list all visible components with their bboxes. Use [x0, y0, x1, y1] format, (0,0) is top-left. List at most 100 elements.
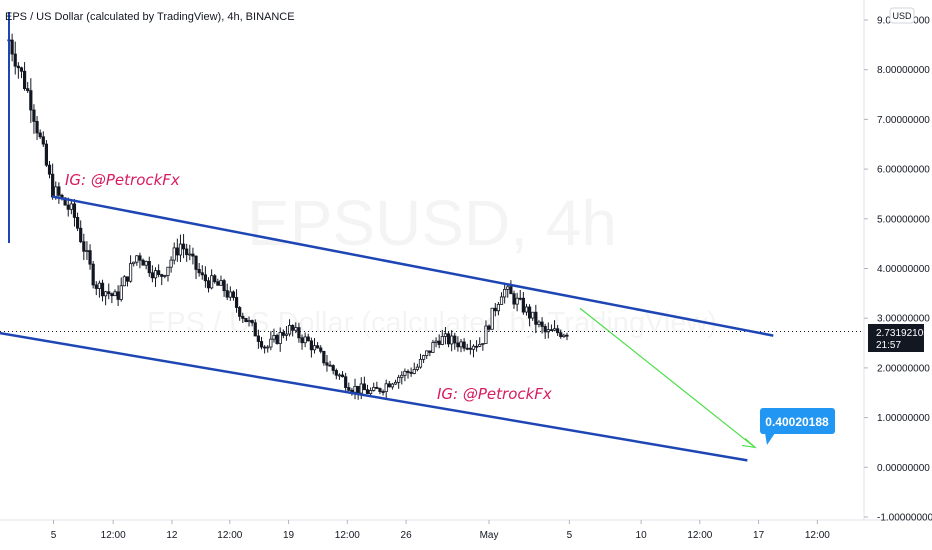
candle-body — [565, 334, 569, 337]
candle-body — [234, 297, 239, 308]
candle-body — [256, 335, 260, 342]
candle-body — [459, 341, 463, 348]
candle-body — [322, 350, 326, 364]
candle-body — [446, 333, 451, 345]
candle-body — [490, 307, 494, 330]
candle-body — [238, 307, 242, 317]
price-tick-label: 4.00000000 — [877, 264, 930, 275]
candle-body — [113, 291, 117, 297]
candle-body — [503, 288, 507, 298]
candle-body — [387, 383, 391, 388]
candle-body — [537, 321, 541, 325]
candle-body — [484, 325, 488, 344]
candle-body — [471, 345, 476, 350]
currency-badge[interactable]: USD — [889, 7, 915, 24]
candle-body — [309, 340, 313, 351]
time-tick-label: 12 — [166, 530, 178, 541]
candle-body — [213, 275, 217, 283]
candle-body — [228, 291, 232, 298]
price-tick-label: 8.00000000 — [877, 65, 930, 76]
candle-body — [100, 282, 105, 297]
candle-body — [397, 376, 401, 383]
candle-body — [400, 374, 404, 378]
candle-body — [493, 307, 497, 312]
price-axis[interactable]: 9.000000008.000000007.000000006.00000000… — [864, 16, 932, 524]
candle-body — [141, 259, 145, 266]
time-tick-label: May — [480, 530, 499, 541]
candle-body — [203, 274, 207, 282]
candle-body — [85, 250, 89, 253]
candle-body — [110, 293, 114, 297]
target-price-box — [760, 408, 835, 434]
candle-body — [499, 296, 504, 305]
candle-body — [434, 340, 438, 343]
candle-body — [552, 328, 557, 331]
candle-body — [191, 253, 195, 257]
candle-body — [334, 370, 338, 376]
candle-body — [66, 204, 70, 210]
candle-body — [275, 335, 279, 344]
candle-body — [328, 364, 332, 367]
time-tick-label: 10 — [636, 530, 648, 541]
candle-body — [512, 293, 516, 305]
candle-body — [272, 335, 276, 340]
projection-arrowhead — [741, 437, 757, 449]
candle-body — [281, 332, 285, 336]
candle-body — [147, 261, 151, 274]
candle-body — [415, 366, 419, 370]
candle-body — [144, 261, 148, 266]
candle-body — [303, 336, 307, 344]
candle-body — [337, 374, 342, 377]
candle-body — [82, 241, 86, 252]
target-price-pointer — [765, 433, 775, 445]
candle-body — [297, 327, 301, 339]
candle-body — [462, 341, 466, 349]
candle-body — [556, 328, 560, 334]
candle-body — [119, 285, 123, 300]
candle-body — [468, 347, 472, 350]
candle-body — [418, 358, 423, 368]
candle-body — [527, 306, 532, 319]
time-tick-label: 12:00 — [335, 530, 360, 541]
candle-body — [160, 274, 164, 277]
candle-body — [79, 227, 83, 243]
candle-body — [559, 332, 563, 338]
candle-body — [356, 385, 360, 394]
candle-body — [132, 261, 136, 265]
candle-body — [35, 121, 39, 134]
candle-body — [487, 325, 491, 330]
candle-body — [316, 345, 320, 349]
candle-body — [194, 255, 198, 270]
candle-body — [496, 303, 501, 312]
candle-body — [393, 381, 398, 385]
candle-body — [13, 53, 17, 67]
candle-body — [244, 318, 248, 323]
watermark-symbol: EPSUSD, 4h — [247, 187, 617, 259]
candle-body — [138, 255, 142, 261]
candle-body — [19, 67, 24, 72]
candle-body — [206, 280, 211, 289]
target-price-callout: 0.40020188 — [760, 408, 835, 445]
candle-body — [210, 275, 214, 289]
candlestick-series — [7, 12, 569, 400]
candle-body — [22, 70, 27, 90]
time-tick-label: 19 — [283, 530, 295, 541]
candle-body — [362, 383, 366, 391]
candle-body — [531, 311, 535, 319]
time-tick-label: 5 — [567, 530, 573, 541]
candle-body — [453, 335, 457, 344]
candle-body — [181, 243, 186, 250]
candle-body — [331, 365, 335, 371]
price-tick-label: -1.00000000 — [877, 513, 932, 524]
time-axis[interactable]: 5 12:00 12 12:00 19 12:00 26 May 5 10 12:00 17 12:00 — [51, 520, 831, 541]
candle-body — [390, 383, 395, 388]
candle-body — [509, 286, 513, 295]
candle-body — [250, 320, 254, 324]
annotation-label-bottom: IG: @PetrockFx — [437, 385, 552, 403]
candle-body — [478, 343, 482, 347]
last-price-countdown: 21:57 — [876, 340, 901, 351]
candle-body — [41, 136, 45, 145]
last-price-value: 2.73192105 — [876, 328, 929, 339]
candle-body — [94, 284, 98, 289]
